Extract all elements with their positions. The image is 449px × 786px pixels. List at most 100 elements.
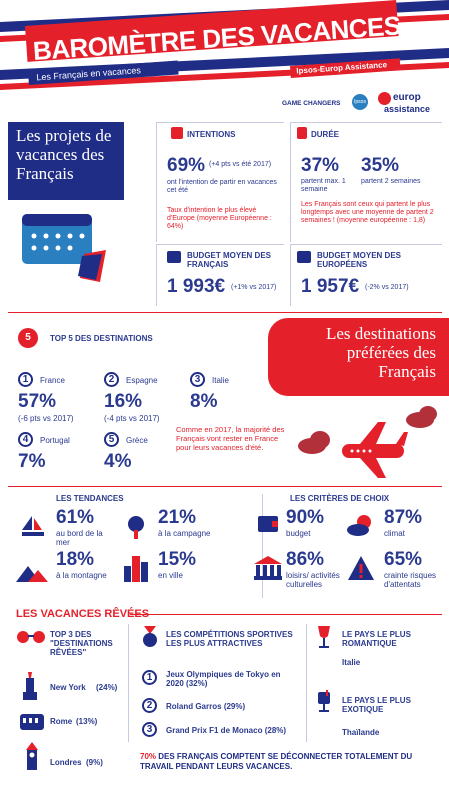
top3-name-1: New York bbox=[50, 683, 86, 692]
intentions-delta: (+4 pts vs été 2017) bbox=[209, 161, 272, 168]
divider-1 bbox=[8, 312, 442, 313]
wine-glass-icon bbox=[318, 626, 330, 648]
museum-icon bbox=[254, 556, 282, 580]
cocktail-icon bbox=[318, 690, 330, 712]
dest-value-2: 16% bbox=[104, 391, 143, 412]
intentions-desc: ont l'intention de partir en vacances ce… bbox=[167, 179, 277, 194]
dest-name-1: France bbox=[40, 376, 65, 385]
divider-v-reves-1 bbox=[128, 624, 129, 742]
comp-rank-1: 1 bbox=[142, 670, 157, 685]
comp-name-2-text: Roland Garros bbox=[166, 702, 222, 711]
dest-value-5: 4% bbox=[104, 451, 132, 472]
tendance-value-3: 18% bbox=[56, 549, 95, 570]
dest-item-1: 1 France 57% (-6 pts vs 2017) bbox=[18, 372, 108, 432]
intentions-value: 69% bbox=[167, 155, 206, 176]
glasses-icon bbox=[17, 631, 45, 643]
ipsos-logo: Ipsos bbox=[352, 94, 368, 110]
sailboat-icon bbox=[22, 516, 44, 536]
critere-value-3: 86% bbox=[286, 549, 325, 570]
dest-name-3: Italie bbox=[212, 376, 229, 385]
intentions-label: INTENTIONS bbox=[187, 130, 236, 139]
exotique-value: Thaïlande bbox=[342, 728, 380, 737]
tree-icon bbox=[128, 516, 144, 539]
intentions-block: INTENTIONS 69% (+4 pts vs été 2017) ont … bbox=[156, 122, 284, 242]
critere-value-1: 90% bbox=[286, 507, 325, 528]
destinations-title-box bbox=[268, 318, 449, 396]
intentions-note: Taux d'intention le plus élevé d'Europe … bbox=[167, 207, 272, 230]
destinations-note: Comme en 2017, la majorité des Français … bbox=[176, 425, 285, 452]
duree-value-1: 37% bbox=[301, 155, 340, 176]
budget-fr-delta: (+1% vs 2017) bbox=[231, 284, 277, 291]
top3-value-3: (9%) bbox=[86, 758, 103, 767]
europ-logo-text-2: assistance bbox=[384, 104, 431, 114]
budget-eu-value: 1 957€ bbox=[301, 276, 360, 297]
dest-name-5: Grèce bbox=[126, 436, 148, 445]
critere-desc-2: climat bbox=[384, 529, 405, 538]
exotique-label: LE PAYS LE PLUS EXOTIQUE bbox=[342, 696, 411, 714]
tendance-value-2: 21% bbox=[158, 507, 197, 528]
dest-item-2: 2 Espagne 16% (-4 pts vs 2017) bbox=[104, 372, 194, 432]
dest-rank-2: 2 bbox=[104, 372, 119, 387]
destinations-title: Les destinations préférées des Français bbox=[325, 324, 436, 381]
comp-name-3: Grand Prix F1 de Monaco (28%) bbox=[166, 726, 306, 735]
top3-name-2: Rome bbox=[50, 717, 73, 726]
divider-v-reves-2 bbox=[306, 624, 307, 742]
dest-rank-1: 1 bbox=[18, 372, 33, 387]
top5-label: TOP 5 DES DESTINATIONS bbox=[50, 334, 153, 343]
budget-fr-block: BUDGET MOYEN DES FRANÇAIS 1 993€ (+1% vs… bbox=[156, 244, 284, 306]
reves-label: LES VACANCES RÊVÉES bbox=[16, 608, 150, 620]
mountain-icon bbox=[16, 566, 48, 582]
dest-value-1: 57% bbox=[18, 391, 57, 412]
critere-desc-1: budget bbox=[286, 529, 311, 538]
colosseum-icon bbox=[20, 714, 44, 730]
tendance-value-1: 61% bbox=[56, 507, 95, 528]
comp-rank-2: 2 bbox=[142, 698, 157, 713]
flag-fr-icon bbox=[167, 251, 181, 263]
heart-calendar-icon bbox=[171, 127, 183, 139]
dest-name-2: Espagne bbox=[126, 376, 158, 385]
dest-value-3: 8% bbox=[190, 391, 218, 412]
budget-fr-label: BUDGET MOYEN DES FRANÇAIS bbox=[187, 251, 272, 269]
duree-value-2: 35% bbox=[361, 155, 400, 176]
divider-v-tendances bbox=[262, 494, 263, 598]
budget-eu-delta: (-2% vs 2017) bbox=[365, 284, 409, 291]
dest-item-5: 5 Grèce 4% bbox=[104, 432, 194, 482]
top3-value-1: (24%) bbox=[96, 683, 118, 692]
romantique-label: LE PAYS LE PLUS ROMANTIQUE bbox=[342, 630, 411, 648]
top3-label: TOP 3 DES "DESTINATIONS RÊVÉES" bbox=[50, 630, 113, 657]
tendance-desc-3: à la montagne bbox=[56, 571, 107, 580]
divider-3 bbox=[130, 614, 442, 615]
comp-value-3: (28%) bbox=[264, 726, 287, 735]
comp-value-2: (29%) bbox=[223, 702, 246, 711]
comp-name-1-text: Jeux Olympiques de Tokyo en 2020 bbox=[166, 670, 281, 688]
critere-value-4: 65% bbox=[384, 549, 423, 570]
hourglass-icon bbox=[297, 127, 307, 139]
big-ben-icon bbox=[26, 742, 38, 770]
duree-note: Les Français sont ceux qui partent le pl… bbox=[301, 201, 434, 224]
tendance-value-4: 15% bbox=[158, 549, 197, 570]
top3-value-2: (13%) bbox=[76, 717, 98, 726]
comp-name-3-text: Grand Prix F1 de Monaco bbox=[166, 726, 263, 735]
footer-value: 70% bbox=[140, 752, 157, 761]
medal-icon bbox=[143, 626, 157, 647]
dest-name-4: Portugal bbox=[40, 436, 70, 445]
comp-name-2: Roland Garros (29%) bbox=[166, 702, 296, 711]
calendar-icon bbox=[22, 214, 106, 282]
plane-icon bbox=[298, 406, 437, 478]
city-icon bbox=[124, 556, 148, 582]
critere-desc-4: crainte risques d'attentats bbox=[384, 571, 437, 589]
game-changers-text: GAME CHANGERS bbox=[282, 100, 341, 107]
budget-eu-label: BUDGET MOYEN DES EUROPÉENS bbox=[317, 251, 402, 269]
europ-logo-text-1: europ bbox=[393, 92, 421, 103]
weather-icon bbox=[347, 515, 371, 536]
competitions-label: LES COMPÉTITIONS SPORTIVES LES PLUS ATTR… bbox=[166, 630, 293, 648]
critere-desc-3: loisirs/ activités culturelles bbox=[286, 571, 340, 589]
warning-icon bbox=[348, 556, 374, 580]
top3-name-3: Londres bbox=[50, 758, 82, 767]
budget-eu-block: BUDGET MOYEN DES EUROPÉENS 1 957€ (-2% v… bbox=[290, 244, 442, 306]
tendance-desc-1: au bord de la mer bbox=[56, 529, 103, 547]
duree-desc-1: partent max. 1 semaine bbox=[301, 178, 346, 193]
dest-item-3: 3 Italie 8% bbox=[190, 372, 260, 432]
dest-rank-4: 4 bbox=[18, 432, 33, 447]
header: 2018 BAROMÈTRE DES VACANCES Les Français… bbox=[0, 0, 449, 118]
